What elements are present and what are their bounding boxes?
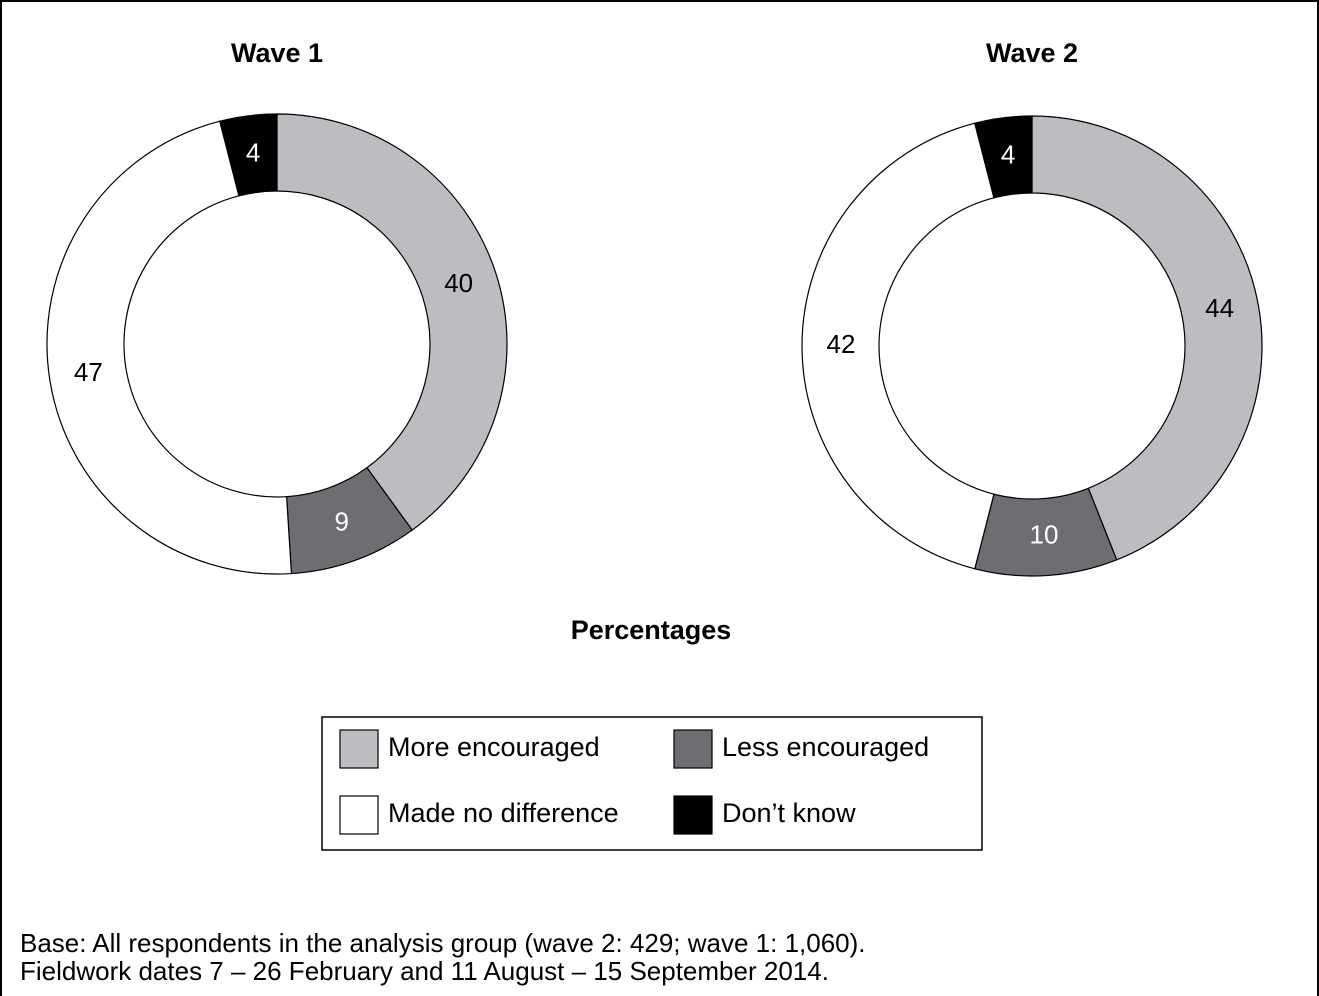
- value-label: 44: [1205, 293, 1234, 323]
- value-label: 42: [827, 329, 856, 359]
- donut-segment: [46, 120, 293, 575]
- value-label: 9: [334, 507, 348, 537]
- chart-title: Wave 1: [231, 38, 323, 68]
- donut-segment: [219, 113, 278, 197]
- donut-segment: [974, 115, 1033, 199]
- donut-segment: [276, 113, 508, 531]
- legend-swatch: [673, 729, 713, 769]
- legend-label: Made no difference: [388, 798, 619, 828]
- caption: Percentages: [571, 615, 732, 645]
- value-label: 40: [444, 268, 473, 298]
- value-label: 4: [1001, 139, 1015, 169]
- legend-swatch: [339, 795, 379, 835]
- legend: [321, 716, 983, 851]
- legend-label: Don’t know: [722, 798, 856, 828]
- legend-label: Less encouraged: [722, 732, 929, 762]
- donut-segment: [801, 122, 995, 570]
- value-label: 4: [246, 137, 260, 167]
- value-label: 10: [1030, 519, 1059, 549]
- value-label: 47: [74, 357, 103, 387]
- legend-swatch: [339, 729, 379, 769]
- donut-segment: [1031, 115, 1263, 561]
- note: Base: All respondents in the analysis gr…: [20, 928, 866, 958]
- note: Fieldwork dates 7 – 26 February and 11 A…: [20, 956, 829, 986]
- chart-title: Wave 2: [986, 38, 1078, 68]
- legend-label: More encouraged: [388, 732, 600, 762]
- legend-swatch: [673, 795, 713, 835]
